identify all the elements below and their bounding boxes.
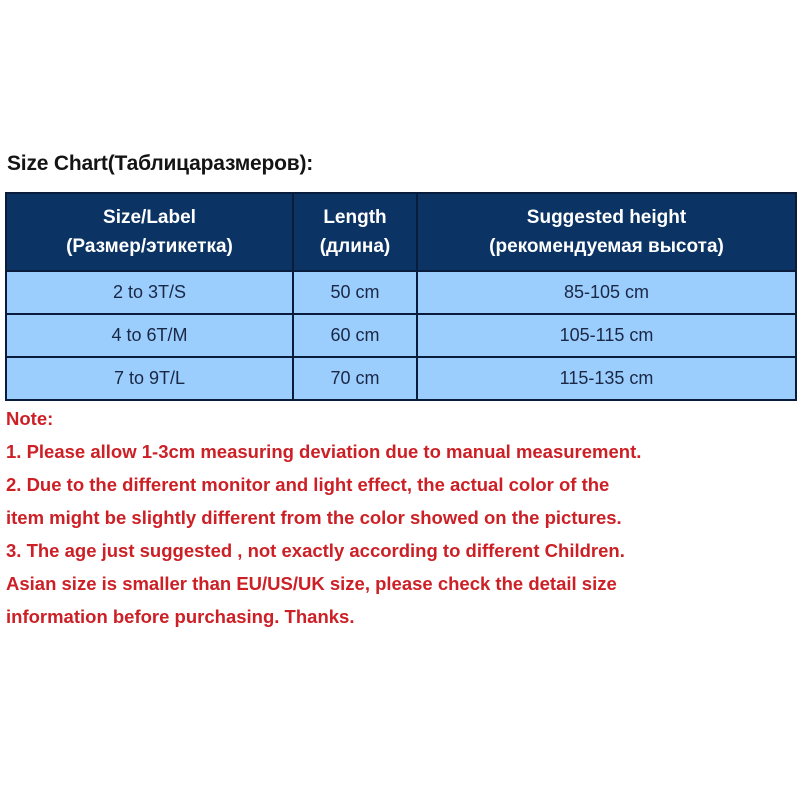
cell-size: 2 to 3T/S xyxy=(5,270,294,315)
column-header-suggested-height-en: Suggested height xyxy=(526,206,687,228)
cell-length: 50 cm xyxy=(292,270,418,315)
cell-size: 4 to 6T/M xyxy=(5,313,294,358)
table-body: 2 to 3T/S 50 cm 85-105 cm 4 to 6T/M 60 c… xyxy=(5,270,797,401)
note-line-1: 1. Please allow 1-3cm measuring deviatio… xyxy=(6,441,642,462)
cell-suggested-height: 105-115 cm xyxy=(416,313,797,358)
note-line-3: 3. The age just suggested , not exactly … xyxy=(6,540,625,561)
notes-section: Note: 1. Please allow 1-3cm measuring de… xyxy=(6,402,786,633)
table-header: Size/Label (Размер/этикетка) Length (дли… xyxy=(5,192,797,272)
note-line-2: 2. Due to the different monitor and ligh… xyxy=(6,474,610,495)
cell-length: 60 cm xyxy=(292,313,418,358)
header-row: Size/Label (Размер/этикетка) Length (дли… xyxy=(5,192,797,272)
column-header-length-en: Length xyxy=(323,206,387,228)
table-row: 2 to 3T/S 50 cm 85-105 cm xyxy=(5,270,797,315)
cell-length: 70 cm xyxy=(292,356,418,401)
table-row: 4 to 6T/M 60 cm 105-115 cm xyxy=(5,313,797,358)
note-line-2-cont: item might be slightly different from th… xyxy=(6,507,622,528)
column-header-length: Length (длина) xyxy=(292,192,418,272)
column-header-length-ru: (длина) xyxy=(319,236,391,257)
column-header-size: Size/Label (Размер/этикетка) xyxy=(5,192,294,272)
column-header-suggested-height-ru: (рекомендуемая высота) xyxy=(489,236,724,257)
size-chart-table: Size/Label (Размер/этикетка) Length (дли… xyxy=(5,192,797,401)
notes-heading: Note: xyxy=(6,408,54,429)
column-header-size-ru: (Размер/этикетка) xyxy=(66,236,233,257)
cell-suggested-height: 115-135 cm xyxy=(416,356,797,401)
table-row: 7 to 9T/L 70 cm 115-135 cm xyxy=(5,356,797,401)
note-line-3-cont-a: Asian size is smaller than EU/US/UK size… xyxy=(6,573,617,594)
column-header-suggested-height: Suggested height (рекомендуемая высота) xyxy=(416,192,797,272)
column-header-size-en: Size/Label xyxy=(103,206,196,228)
cell-suggested-height: 85-105 cm xyxy=(416,270,797,315)
page-title: Size Chart(Таблицаразмеров): xyxy=(7,152,314,175)
cell-size: 7 to 9T/L xyxy=(5,356,294,401)
note-line-3-cont-b: information before purchasing. Thanks. xyxy=(6,606,355,627)
